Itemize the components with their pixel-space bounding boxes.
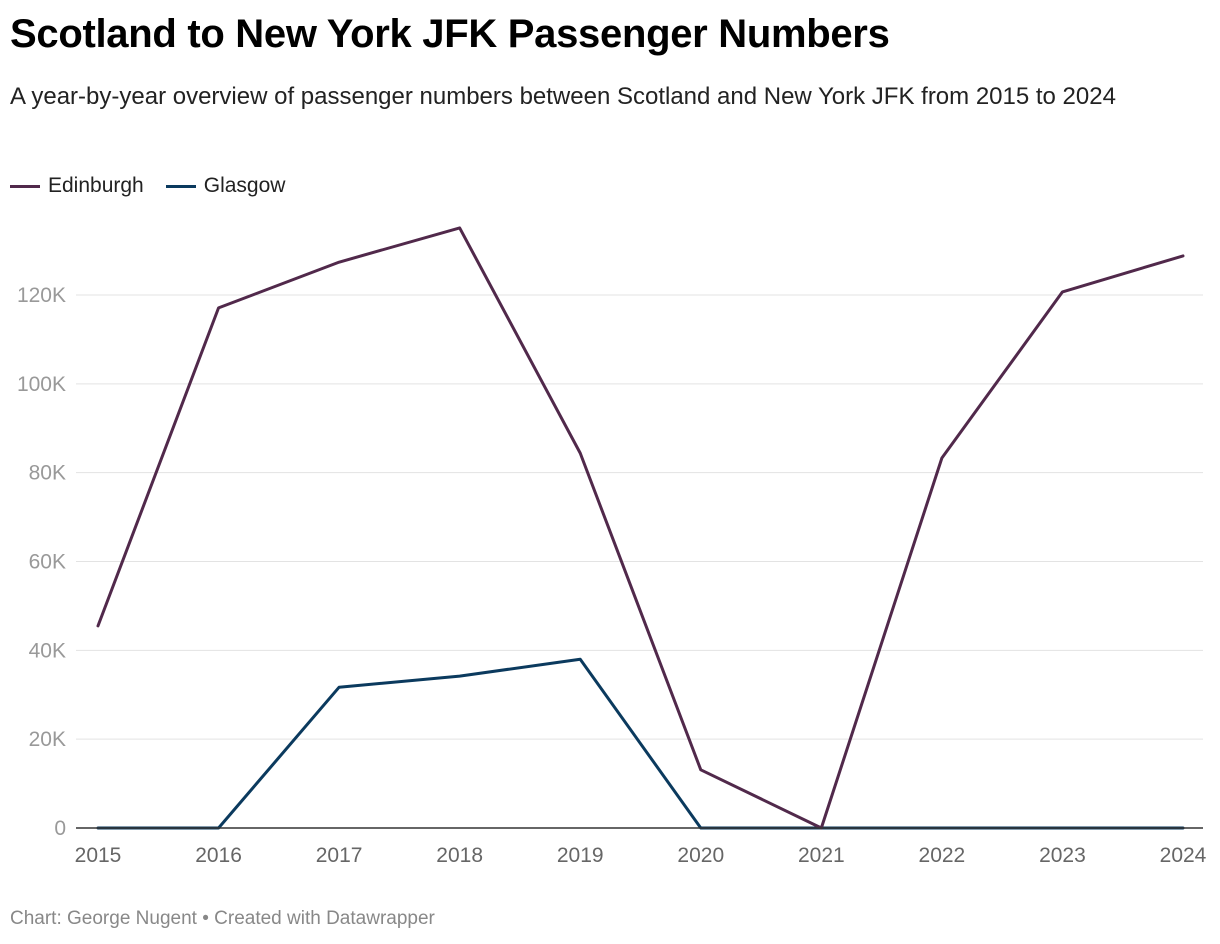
y-tick-label: 100K [17,373,66,396]
y-tick-label: 80K [29,462,66,485]
x-tick-label: 2024 [1160,844,1207,867]
footer-credit: Chart: George Nugent • Created with Data… [10,908,435,929]
legend-swatch [165,184,196,188]
y-tick-label: 40K [29,639,66,662]
x-tick-label: 2023 [1039,844,1086,867]
legend-swatch [10,184,40,188]
x-tick-label: 2022 [919,844,966,867]
x-tick-label: 2017 [316,844,363,867]
x-tick-label: 2021 [798,844,845,867]
x-tick-label: 2020 [677,844,724,867]
legend-label: Glasgow [203,174,286,197]
x-tick-label: 2015 [75,844,122,867]
x-tick-label: 2016 [195,844,242,867]
series-line-edinburgh [96,226,1185,830]
chart-subtitle: A year-by-year overview of passenger num… [10,83,1116,110]
y-tick-label: 20K [29,728,66,751]
x-tick-label: 2019 [557,844,604,867]
y-tick-label: 0 [54,817,66,840]
y-tick-label: 60K [29,551,66,574]
legend-item-edinburgh: Edinburgh [10,174,144,198]
y-tick-label: 120K [17,284,66,307]
legend-item-glasgow: Glasgow [165,174,286,198]
legend: Edinburgh Glasgow [10,174,285,198]
chart-title: Scotland to New York JFK Passenger Numbe… [10,12,890,56]
series-line-glasgow [96,657,1185,830]
x-tick-label: 2018 [436,844,483,867]
legend-label: Edinburgh [48,174,144,197]
